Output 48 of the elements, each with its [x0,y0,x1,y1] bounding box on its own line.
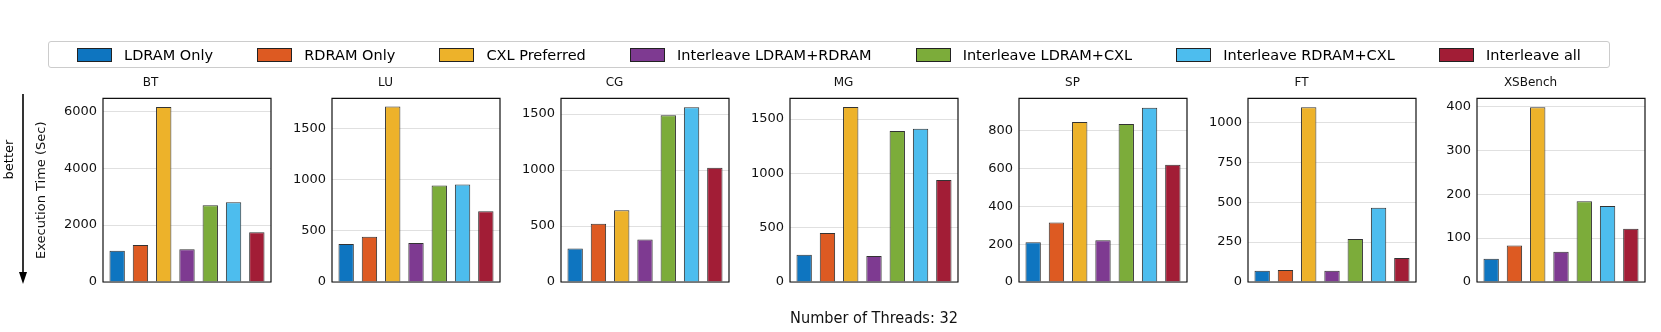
y-tick-label: 200 [1446,185,1471,201]
y-tick-label: 1500 [750,110,784,126]
chart-title: FT [1294,75,1310,90]
y-tick-label: 500 [301,222,326,238]
chart-title: MG [833,75,854,90]
y-tick-label: 2000 [63,216,97,232]
y-tick-label: 100 [1446,229,1471,245]
y-tick-label: 600 [988,159,1013,175]
y-tick-label: 0 [317,273,326,289]
x-axis-title: Number of Threads: 32 [790,308,958,326]
y-tick-label: 0 [1233,273,1242,289]
y-tick-label: 400 [988,197,1013,213]
y-tick-label: 0 [546,273,555,289]
legend-label: Interleave LDRAM+CXL [962,46,1133,63]
y-tick-label: 6000 [63,102,97,118]
y-tick-label: 300 [1446,141,1471,157]
legend-label: RDRAM Only [304,46,396,63]
y-tick-label: 0 [88,273,97,289]
y-tick-label: 1000 [1208,113,1242,129]
y-tick-label: 500 [1217,193,1242,209]
legend-label: CXL Preferred [486,46,586,63]
y-tick-label: 250 [1217,233,1242,249]
y-tick-label: 1500 [521,105,555,121]
y-tick-label: 400 [1446,97,1471,113]
y-tick-label: 800 [988,121,1013,137]
chart-title: BT [142,75,159,90]
y-tick-label: 750 [1217,153,1242,169]
legend-label: Interleave RDRAM+CXL [1223,46,1395,63]
y-axis-title: Execution Time (Sec) [33,121,49,259]
y-tick-label: 0 [1462,273,1471,289]
legend-label: LDRAM Only [124,46,214,63]
y-tick-label: 0 [775,273,784,289]
y-tick-label: 1000 [521,161,555,177]
y-tick-label: 1500 [292,119,326,135]
y-tick-label: 0 [1004,273,1013,289]
chart-title: LU [378,75,393,90]
y-tick-label: 200 [988,235,1013,251]
y-tick-label: 500 [759,219,784,235]
chart-title: XSBench [1503,75,1558,90]
text: better [1,139,17,180]
y-tick-label: 500 [530,217,555,233]
chart-title: SP [1065,75,1080,90]
y-tick-label: 4000 [63,159,97,175]
chart-title: CG [605,75,624,90]
legend-label: Interleave all [1485,46,1581,63]
legend-label: Interleave LDRAM+RDRAM [676,46,872,63]
y-tick-label: 1000 [750,164,784,180]
y-tick-label: 1000 [292,170,326,186]
